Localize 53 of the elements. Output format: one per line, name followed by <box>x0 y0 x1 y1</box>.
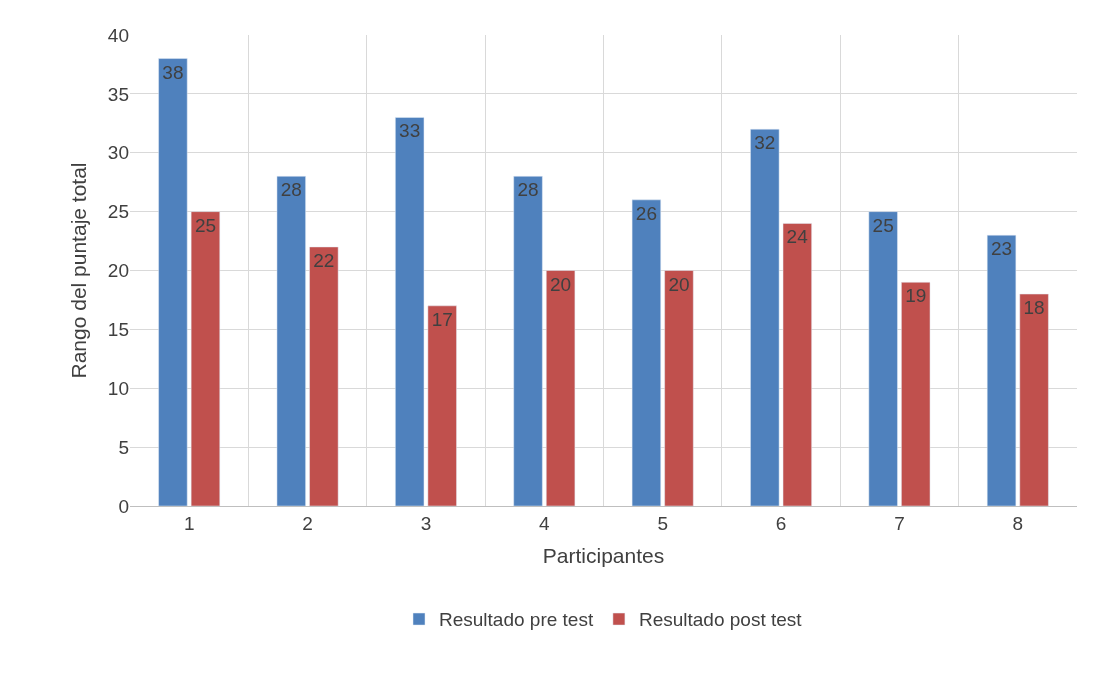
x-axis-title: Participantes <box>542 544 665 567</box>
data-label: 25 <box>194 214 217 236</box>
bar <box>427 305 457 506</box>
x-tick-label: 1 <box>183 512 195 534</box>
data-label: 17 <box>431 308 453 330</box>
x-tick-label: 2 <box>302 512 313 534</box>
data-label: 19 <box>905 285 927 307</box>
y-tick-label: 30 <box>107 142 129 164</box>
data-label: 33 <box>399 120 421 142</box>
data-label: 38 <box>162 61 184 83</box>
bar <box>868 211 898 506</box>
x-tick-label: 8 <box>1012 512 1024 534</box>
x-tick-label: 3 <box>420 512 432 534</box>
data-label: 18 <box>1023 297 1045 319</box>
bar <box>986 234 1017 506</box>
x-tick-label: 7 <box>894 512 905 534</box>
data-label: 20 <box>668 273 690 295</box>
x-tick-label: 4 <box>539 512 551 534</box>
data-label: 26 <box>635 202 657 224</box>
data-label: 32 <box>754 132 776 154</box>
y-tick-label: 10 <box>107 377 129 399</box>
bar <box>513 176 543 506</box>
data-label: 28 <box>517 179 539 201</box>
bar <box>664 270 694 506</box>
y-axis-title: Rango del puntaje total <box>67 162 91 379</box>
bar <box>276 176 306 506</box>
x-tick-label: 6 <box>775 512 787 534</box>
bar <box>190 211 221 506</box>
bar <box>782 223 812 506</box>
bar <box>750 128 780 506</box>
y-tick-label: 40 <box>107 24 129 46</box>
y-tick-label: 35 <box>107 83 129 105</box>
y-tick-label: 25 <box>107 201 129 223</box>
bar <box>395 117 425 506</box>
bar <box>631 199 661 506</box>
bar <box>309 246 339 506</box>
y-tick-label: 15 <box>107 319 129 341</box>
data-label: 25 <box>872 214 894 236</box>
data-label: 28 <box>280 179 302 201</box>
data-label: 20 <box>550 273 572 295</box>
x-tick-label: 5 <box>657 512 668 534</box>
y-tick-label: 0 <box>118 495 129 517</box>
data-label: 24 <box>786 226 809 248</box>
y-tick-label: 20 <box>107 260 129 282</box>
y-tick-label: 5 <box>118 436 129 458</box>
bar <box>546 270 576 506</box>
legend-label: Resultado pre test <box>439 609 594 631</box>
bar <box>158 58 188 506</box>
data-label: 23 <box>990 238 1013 260</box>
bar <box>901 282 931 506</box>
bar <box>1019 293 1049 506</box>
legend-label: Resultado post test <box>638 609 803 631</box>
data-label: 22 <box>313 249 335 271</box>
